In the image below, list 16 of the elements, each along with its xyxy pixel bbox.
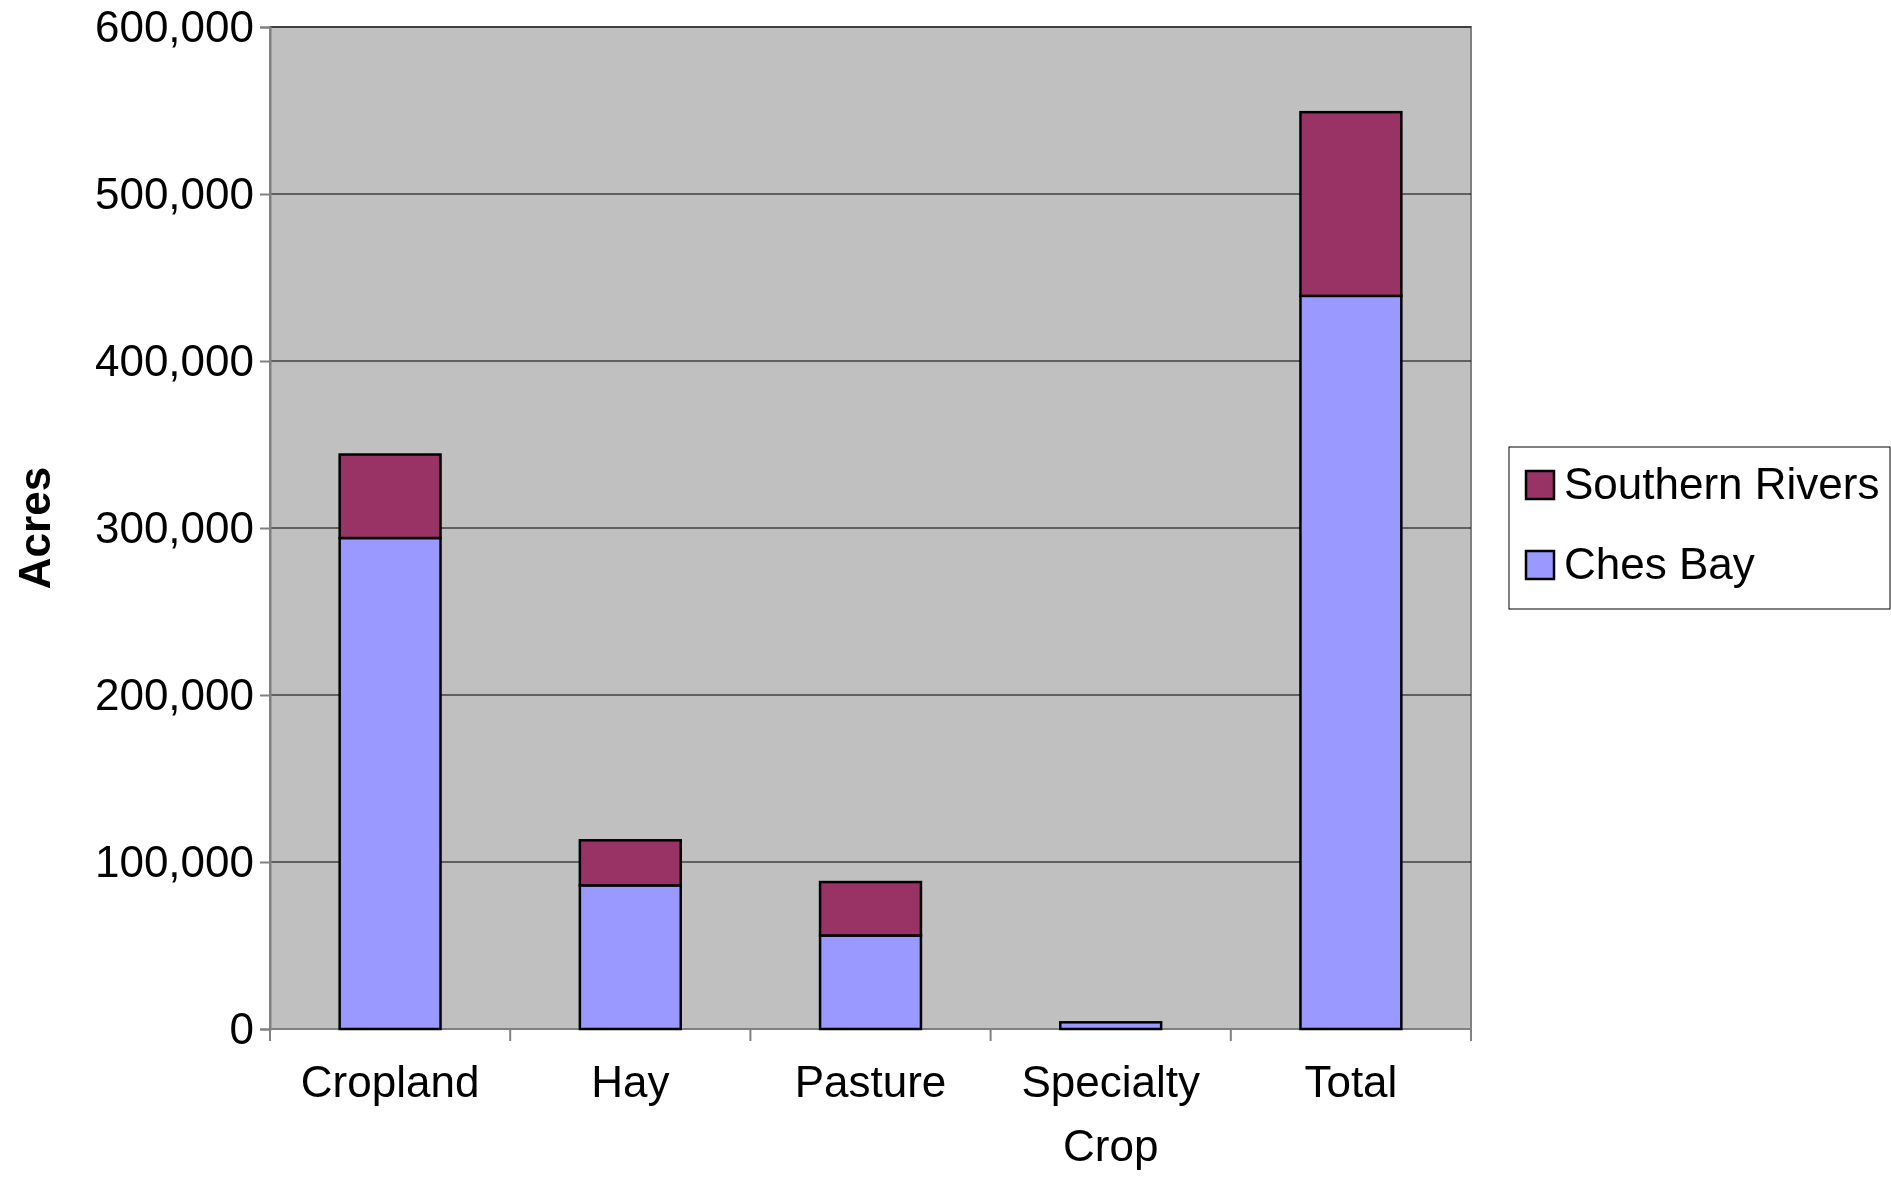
y-axis-title: Acres [10,466,59,590]
legend-label: Ches Bay [1564,539,1755,588]
y-tick-label: 300,000 [94,502,254,552]
y-tick-label: 200,000 [94,669,254,719]
y-tick-label: 500,000 [94,168,254,218]
x-tick-label: Hay [591,1057,670,1106]
x-tick-label: Specialty Crop [1021,1057,1200,1170]
x-tick-label: Cropland [300,1057,480,1106]
x-tick-label: Pasture [794,1057,947,1106]
bar [1059,1021,1163,1031]
x-tick-label: Total [1304,1057,1398,1106]
y-tick-label: 400,000 [94,335,254,385]
y-tick-label: 0 [229,1003,254,1053]
legend-label: Southern Rivers [1564,459,1880,508]
y-tick-label: 100,000 [94,836,254,886]
y-tick-label: 600,000 [94,1,254,51]
